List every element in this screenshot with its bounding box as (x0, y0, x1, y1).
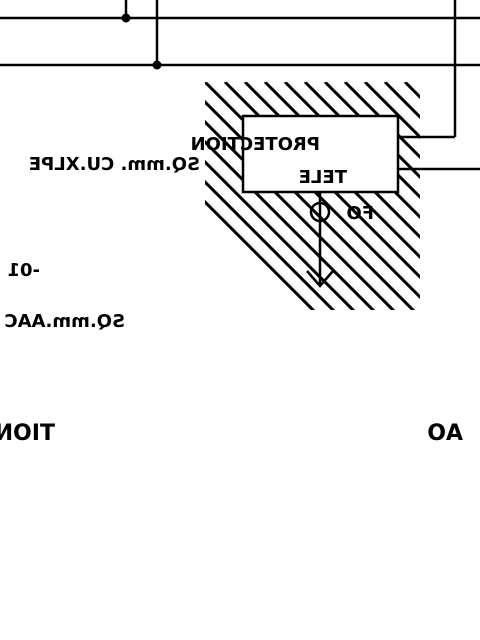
hatch-line (205, 82, 367, 310)
hatch-line (445, 82, 480, 342)
hatch-line (425, 82, 480, 342)
ref-01-label: -01 (7, 260, 40, 281)
hatch-line (363, 82, 420, 310)
section-label: TION (0, 421, 55, 446)
hatch-line (205, 82, 407, 310)
junction-dot-1 (121, 13, 131, 23)
fo-arrow (306, 270, 334, 288)
fo-label: FO (346, 203, 374, 224)
cable-xlpe-label: SQ.mm. CU.XLPE (29, 154, 200, 175)
tele-label: TELE (299, 167, 347, 188)
hatch-line (205, 82, 347, 310)
junction-dot-2 (152, 60, 162, 70)
hatch-line (465, 82, 480, 342)
ao-label: AO (427, 421, 463, 446)
fo-symbol (309, 201, 331, 223)
hatch-line (205, 82, 420, 310)
cable-aac-label: SQ.mm.AAC (4, 311, 125, 332)
protection-label: PROTECTION (191, 134, 320, 155)
hatch-line (205, 82, 387, 310)
hatch-line (205, 82, 420, 310)
